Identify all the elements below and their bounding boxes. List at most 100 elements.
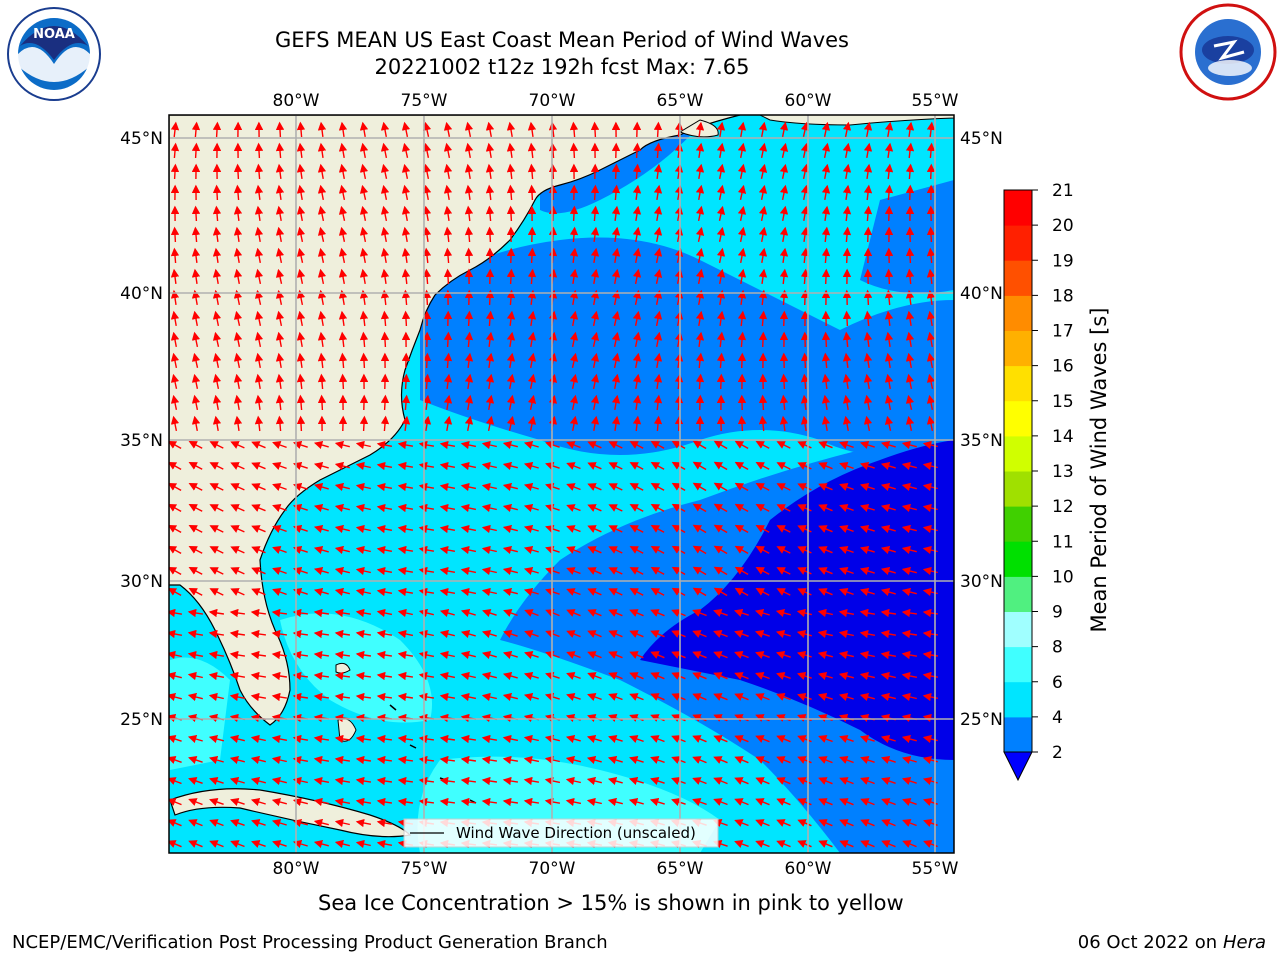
wave-direction-arrow xyxy=(859,566,875,576)
wave-direction-arrow xyxy=(527,415,537,431)
wave-direction-arrow xyxy=(502,587,518,597)
wave-direction-arrow xyxy=(545,546,560,554)
wave-direction-arrow xyxy=(359,310,369,327)
wave-direction-arrow xyxy=(713,566,728,576)
period-region-below-2 xyxy=(640,440,954,760)
sea-ice-caption: Sea Ice Concentration > 15% is shown in … xyxy=(318,891,904,915)
wave-direction-arrow xyxy=(796,650,812,660)
wave-direction-arrow xyxy=(254,163,264,180)
wave-direction-arrow xyxy=(716,352,726,369)
wave-direction-arrow xyxy=(566,504,581,512)
wave-direction-arrow xyxy=(355,755,372,765)
wave-direction-arrow xyxy=(587,525,602,533)
wave-direction-arrow xyxy=(380,226,390,243)
wave-direction-arrow xyxy=(818,756,833,764)
wave-direction-arrow xyxy=(734,693,749,701)
wave-direction-arrow xyxy=(464,394,474,411)
wave-direction-arrow xyxy=(422,226,432,243)
wave-direction-arrow xyxy=(839,462,854,470)
wave-direction-arrow xyxy=(380,331,390,348)
wave-direction-arrow xyxy=(776,588,791,596)
wave-direction-arrow xyxy=(334,545,350,555)
wave-direction-arrow xyxy=(355,650,372,660)
wave-direction-arrow xyxy=(905,331,915,348)
wave-direction-arrow xyxy=(376,692,392,702)
wave-direction-arrow xyxy=(629,630,644,638)
wave-direction-arrow xyxy=(338,373,348,390)
wave-direction-arrow xyxy=(313,629,329,639)
wave-direction-arrow xyxy=(376,755,392,765)
lon-label: 80°W xyxy=(273,859,320,879)
wave-direction-arrow xyxy=(313,608,330,618)
wave-direction-arrow xyxy=(506,373,516,390)
wave-direction-arrow xyxy=(313,503,329,513)
wave-direction-arrow xyxy=(209,483,224,491)
wave-direction-arrow xyxy=(818,546,833,554)
wave-direction-arrow xyxy=(779,373,789,390)
wave-direction-arrow xyxy=(859,482,875,492)
wave-direction-arrow xyxy=(901,503,917,513)
wave-direction-arrow xyxy=(296,310,306,327)
lat-label: 30°N xyxy=(120,572,163,592)
wave-direction-arrow xyxy=(233,268,243,285)
wave-direction-arrow xyxy=(880,503,896,513)
wave-direction-arrow xyxy=(271,692,288,702)
wave-direction-arrow xyxy=(313,461,329,471)
wave-direction-arrow xyxy=(734,524,749,534)
wave-direction-arrow xyxy=(779,205,789,222)
wave-direction-arrow xyxy=(608,651,623,659)
wave-direction-arrow xyxy=(275,226,285,243)
wave-direction-arrow xyxy=(359,226,369,243)
wave-direction-arrow xyxy=(779,163,789,179)
wave-direction-arrow xyxy=(523,587,539,597)
wave-direction-arrow xyxy=(523,692,539,702)
wave-direction-arrow xyxy=(713,524,728,534)
wave-direction-arrow xyxy=(671,756,686,764)
wave-direction-arrow xyxy=(608,588,623,596)
wave-direction-arrow xyxy=(443,394,453,411)
wave-direction-arrow xyxy=(650,630,665,638)
wave-direction-arrow xyxy=(884,121,894,138)
wave-direction-arrow xyxy=(275,352,285,369)
wave-direction-arrow xyxy=(695,331,705,348)
wave-direction-arrow xyxy=(755,735,770,743)
wave-direction-arrow xyxy=(797,756,812,764)
wave-direction-arrow xyxy=(692,756,707,764)
wave-direction-arrow xyxy=(884,415,894,431)
wave-direction-arrow xyxy=(884,184,894,201)
footer-host: Hera xyxy=(1222,932,1266,953)
wave-direction-arrow xyxy=(734,672,749,680)
wave-direction-arrow xyxy=(566,483,581,491)
wave-direction-arrow xyxy=(608,483,623,491)
wave-direction-arrow xyxy=(481,755,498,765)
wave-direction-arrow xyxy=(230,525,245,533)
wave-direction-arrow xyxy=(692,630,707,638)
wave-direction-arrow xyxy=(587,693,602,701)
wave-direction-arrow xyxy=(671,587,686,597)
wave-direction-arrow xyxy=(818,504,833,512)
wave-direction-arrow xyxy=(838,650,854,660)
wave-direction-arrow xyxy=(233,352,243,369)
wave-direction-arrow xyxy=(187,671,203,681)
colorbar-tick-label: 19 xyxy=(1052,251,1074,271)
wave-direction-arrow xyxy=(208,650,225,660)
wave-direction-arrow xyxy=(169,650,182,660)
wave-direction-arrow xyxy=(569,373,579,389)
wave-direction-arrow xyxy=(485,331,495,347)
wave-direction-arrow xyxy=(439,755,455,765)
colorbar-tick-label: 9 xyxy=(1052,603,1063,623)
wave-direction-arrow xyxy=(527,163,537,180)
wave-direction-arrow xyxy=(401,121,411,138)
wave-direction-arrow xyxy=(418,524,435,534)
lon-label: 80°W xyxy=(273,91,320,111)
wave-direction-arrow xyxy=(629,693,644,701)
wave-direction-arrow xyxy=(859,734,875,743)
wave-direction-arrow xyxy=(587,630,602,638)
wave-direction-arrow xyxy=(737,142,747,159)
wave-direction-arrow xyxy=(254,373,264,390)
wave-direction-arrow xyxy=(481,566,497,576)
wave-direction-arrow xyxy=(817,650,833,660)
wave-direction-arrow xyxy=(523,440,539,450)
wave-direction-arrow xyxy=(191,373,201,389)
wave-direction-arrow xyxy=(880,545,896,555)
